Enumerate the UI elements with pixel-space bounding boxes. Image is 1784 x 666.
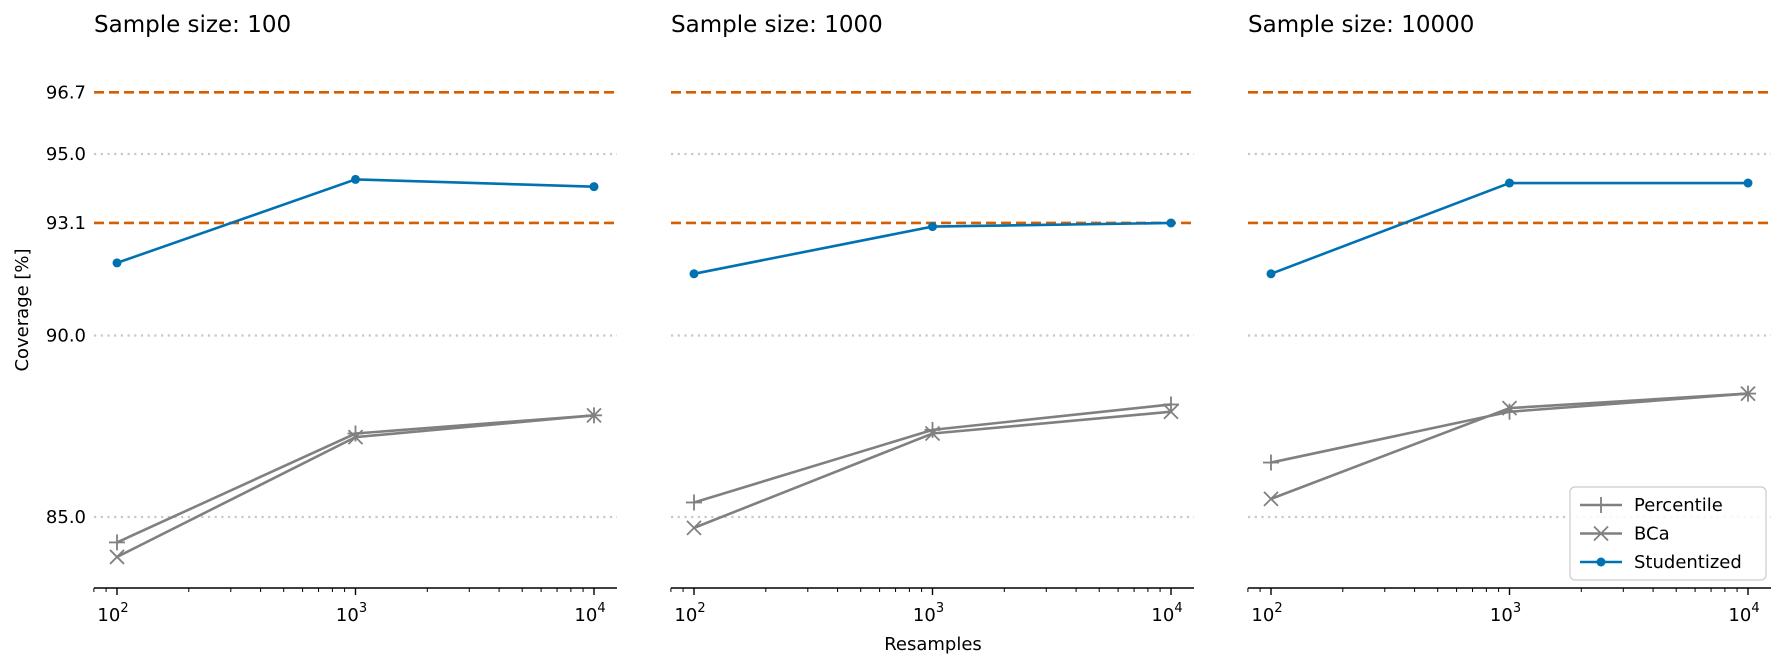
y-tick-label: 95.0 [46,144,86,165]
x-axis-label: Resamples [884,634,982,655]
y-tick-label: 85.0 [46,507,86,528]
data-point-bca [586,407,602,423]
panel-title: Sample size: 100 [94,12,291,38]
y-tick-label: 90.0 [46,326,86,347]
panel-3: Sample size: 10000 102 103 104 [1247,12,1771,626]
x-tick-label: 104 [1728,601,1759,626]
data-point-percentile [109,534,125,551]
legend-box [1569,486,1767,581]
data-point-percentile [1501,403,1518,420]
data-point-studentized [928,222,937,232]
data-point-studentized [112,258,122,268]
legend-label-percentile: Percentile [1634,495,1723,516]
data-point-bca [1263,491,1279,507]
data-point-bca [347,429,364,445]
x-tick-label: 102 [1251,601,1282,626]
x-tick-label: 104 [1151,601,1182,626]
x-tick-label: 102 [674,601,705,626]
data-point-studentized [1743,178,1753,188]
y-axis-label: Coverage [%] [12,248,33,371]
series-line-studentized [116,178,595,265]
panel-title: Sample size: 10000 [1248,12,1474,38]
data-point-studentized [1266,269,1276,279]
legend-label-studentized: Studentized [1634,552,1742,573]
legend-label-bca: BCa [1634,524,1670,545]
data-point-studentized [689,269,699,279]
data-point-studentized [351,174,360,184]
data-point-percentile [1163,396,1179,413]
data-point-studentized [1505,178,1514,188]
data-point-studentized [1166,218,1176,228]
y-tick-label: 96.7 [46,82,86,103]
data-point-percentile [924,421,941,438]
series-line-studentized [1270,181,1748,276]
panel-title: Sample size: 1000 [671,12,883,38]
y-tick-label: 93.1 [46,213,86,234]
data-point-bca [1501,400,1518,416]
panel-1: Sample size: 100 102 103 104 [93,12,617,626]
data-point-bca [686,520,702,536]
data-point-bca [109,549,125,565]
data-point-studentized [589,182,599,192]
data-point-bca [924,425,941,442]
x-tick-label: 103 [336,601,367,626]
data-point-bca [1163,404,1179,420]
data-point-percentile [347,425,364,442]
x-tick-label: 103 [913,601,944,626]
x-tick-label: 103 [1490,601,1521,626]
data-point-bca [1740,385,1756,402]
panel-2: Sample size: 1000 102 103 104 [670,12,1194,626]
data-point-percentile [686,494,702,511]
data-point-percentile [1263,454,1279,471]
x-tick-label: 104 [574,601,605,626]
legend: Percentile BCa Studentized [1569,486,1767,581]
x-tick-label: 102 [97,601,128,626]
